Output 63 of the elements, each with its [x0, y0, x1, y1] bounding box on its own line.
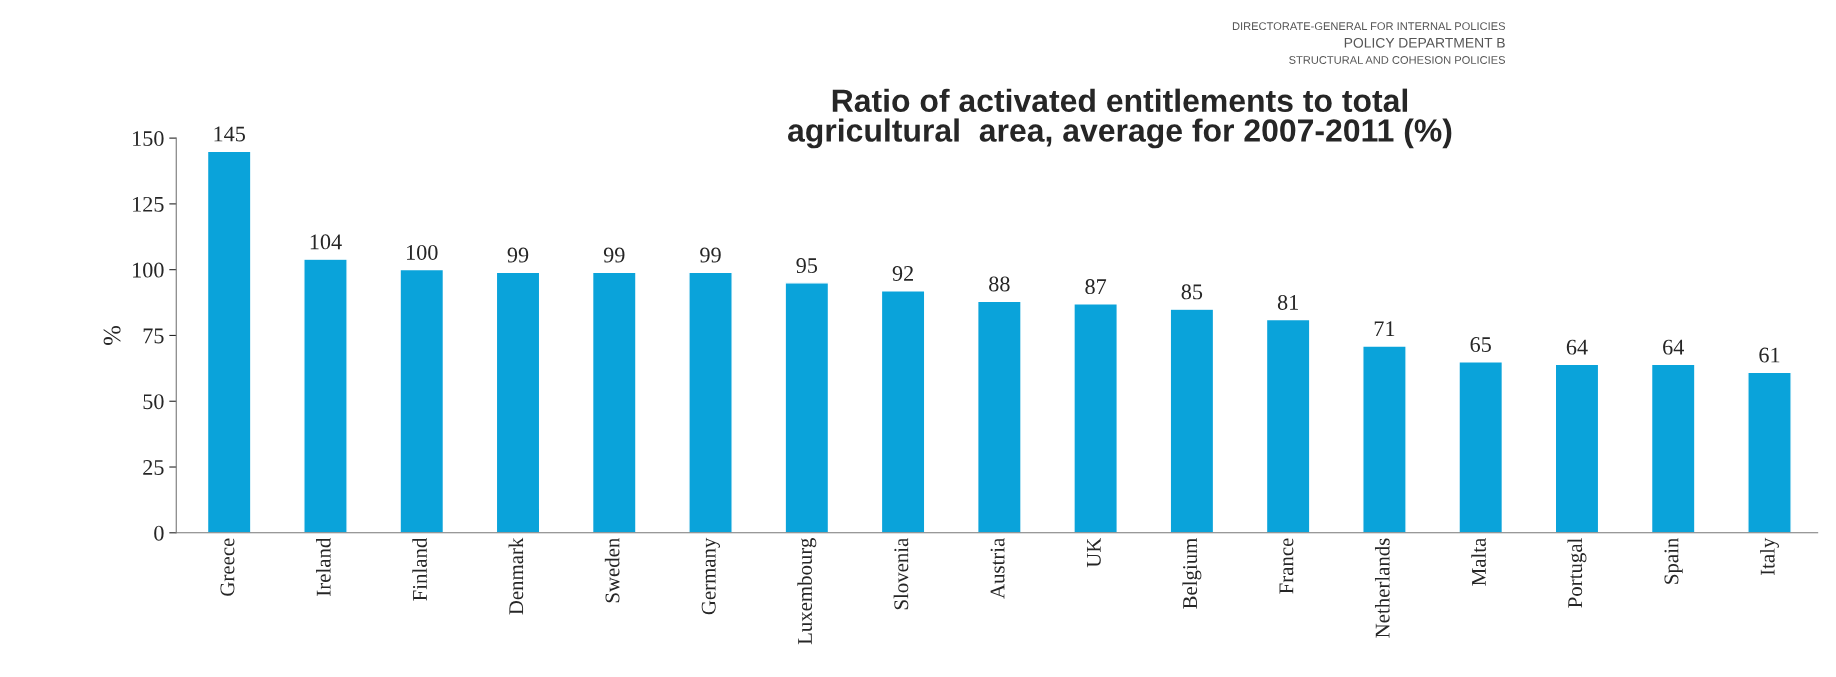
x-tick-label: Denmark: [508, 537, 524, 615]
data-label: 61: [1759, 347, 1780, 363]
data-label: 104: [310, 234, 342, 250]
data-label: 81: [1277, 294, 1298, 310]
data-label: 100: [407, 244, 438, 260]
x-tick-label: Austria: [990, 537, 1005, 599]
bar: [784, 282, 830, 533]
x-tick-label: Italy: [1760, 537, 1779, 576]
bar: [303, 258, 348, 533]
x-tick-label: Greece: [220, 538, 235, 596]
x-tick-label: Portugal: [1567, 538, 1587, 608]
y-tick-label: 0: [154, 525, 164, 541]
x-tick-label: Germany: [701, 537, 720, 615]
bar: [495, 271, 541, 533]
data-label: 88: [989, 276, 1010, 292]
bar: [1747, 371, 1792, 533]
x-tick-label: Finland: [412, 537, 427, 601]
bar: [880, 290, 926, 533]
y-tick-label: 75: [143, 328, 164, 344]
x-tick-label: Spain: [1664, 537, 1683, 584]
data-label: 87: [1085, 279, 1107, 295]
x-tick-label: France: [1279, 538, 1294, 594]
bar: [1073, 303, 1118, 533]
data-label: 99: [700, 247, 721, 263]
y-axis-title: %: [103, 325, 121, 346]
x-tick-label: Sweden: [604, 537, 620, 603]
data-label: 99: [507, 247, 529, 263]
x-tick-label: Luxembourg: [797, 538, 817, 645]
y-tick-label: 150: [133, 131, 164, 147]
bar: [1169, 308, 1215, 533]
x-tick-label: Slovenia: [893, 537, 909, 610]
data-label: 65: [1470, 337, 1491, 352]
bar: [688, 271, 733, 533]
x-tick-label: Belgium: [1182, 537, 1202, 609]
bar: [1458, 361, 1504, 533]
data-label: 64: [1566, 339, 1588, 355]
bar: [591, 271, 637, 533]
data-label: 92: [892, 266, 913, 281]
bar: [1650, 363, 1696, 533]
data-label: 99: [603, 247, 625, 263]
text: STRUCTURAL AND COHESION POLICIES: [1289, 56, 1506, 64]
x-tick-label: Ireland: [316, 537, 331, 596]
data-label: 85: [1181, 284, 1203, 300]
x-tick-label: Malta: [1471, 537, 1486, 586]
y-tick-label: 125: [133, 196, 164, 212]
text: POLICY DEPARTMENT B: [1344, 37, 1505, 48]
x-tick-label: UK: [1086, 537, 1101, 568]
bar: [1554, 363, 1600, 533]
data-label: 64: [1663, 339, 1684, 355]
y-tick-label: 50: [143, 394, 164, 410]
bar: [1362, 345, 1407, 533]
data-label: 145: [214, 126, 245, 142]
bar: [399, 268, 445, 533]
x-tick-label: Netherlands: [1374, 538, 1390, 638]
data-label: 71: [1374, 321, 1395, 336]
data-label: 95: [796, 258, 818, 274]
bar: [1265, 318, 1311, 533]
y-tick-label: 25: [143, 460, 164, 475]
bar: [206, 150, 252, 533]
bar: [976, 300, 1022, 533]
text: DIRECTORATE-GENERAL FOR INTERNAL POLICIES: [1232, 22, 1506, 31]
y-tick-label: 100: [133, 262, 164, 278]
chart-title: Ratio of activated entitlements to total agricultural area, average for 2007-2011 (%): [787, 88, 1452, 149]
